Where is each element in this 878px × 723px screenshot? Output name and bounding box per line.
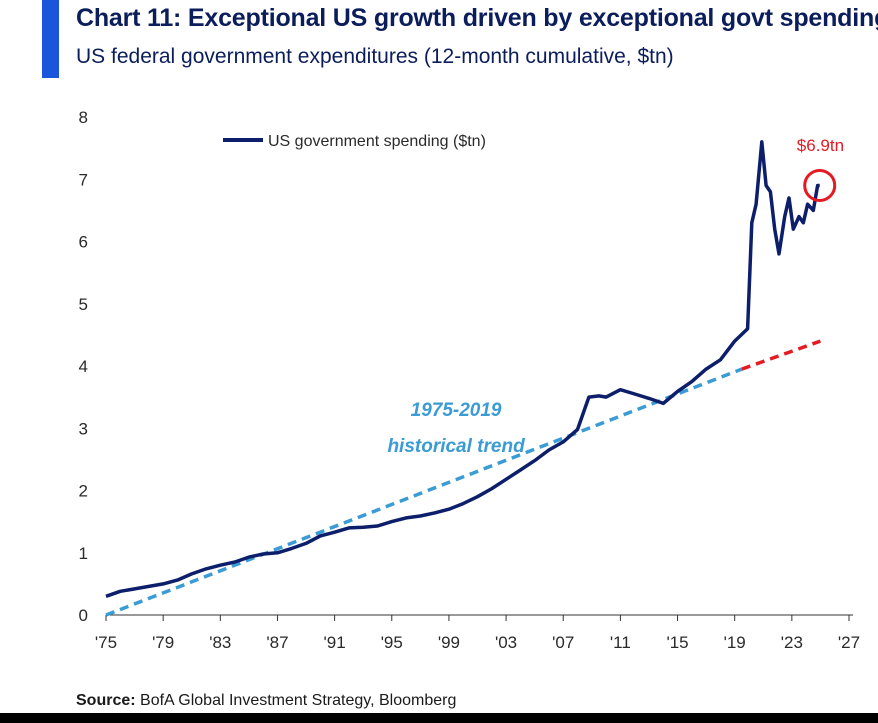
y-tick-label: 4: [79, 357, 88, 376]
y-axis: 0 1 2 3 4 5 6 7 8: [79, 108, 88, 625]
highlight-circle: [803, 168, 837, 202]
accent-bar: [42, 0, 59, 78]
chart-subtitle: US federal government expenditures (12-m…: [76, 45, 674, 68]
y-tick-label: 5: [79, 295, 88, 314]
x-tick-label: '75: [95, 633, 117, 652]
source-note: Source: BofA Global Investment Strategy,…: [76, 692, 456, 710]
x-tick-label: '03: [495, 633, 517, 652]
series-layer: [105, 140, 821, 617]
legend: US government spending ($tn): [223, 133, 486, 150]
y-tick-label: 7: [79, 170, 88, 189]
bottom-band: [0, 713, 878, 723]
x-tick-label: '79: [152, 633, 174, 652]
x-tick-label: '07: [552, 633, 574, 652]
y-tick-label: 6: [79, 233, 88, 252]
x-tick-label: '15: [666, 633, 688, 652]
series-line-spending: [105, 140, 820, 598]
series-line-historical-trend: [105, 367, 743, 617]
x-tick-label: '99: [438, 633, 460, 652]
y-tick-label: 0: [79, 606, 88, 625]
source-label: Source:: [76, 692, 136, 709]
series-line-trend-projection: [741, 339, 821, 371]
trend-annotation-label: historical trend: [387, 436, 525, 457]
y-tick-label: 2: [79, 482, 88, 501]
x-tick-label: '23: [781, 633, 803, 652]
chart-title: Chart 11: Exceptional US growth driven b…: [76, 4, 878, 32]
legend-label: US government spending ($tn): [268, 133, 486, 150]
x-tick-label: '87: [266, 633, 288, 652]
x-tick-label: '27: [838, 633, 860, 652]
x-tick-label: '83: [209, 633, 231, 652]
x-tick-label: '11: [610, 633, 631, 652]
x-tick-label: '95: [381, 633, 403, 652]
x-tick-label: '91: [324, 633, 346, 652]
x-tick-label: '19: [724, 633, 746, 652]
annotation-layer: 1975-2019 historical trend $6.9tn: [387, 136, 844, 457]
source-text: BofA Global Investment Strategy, Bloombe…: [135, 692, 457, 709]
y-tick-label: 8: [79, 108, 88, 127]
x-axis: '75 '79 '83 '87 '91 '95 '99 '03 '07 '11 '15 '19 '23 '…: [95, 614, 860, 652]
chart-svg: 0 1 2 3 4 5 6 7 8 '75 '79 '83 '87 '91 '95 '99 '03 '07 '11…: [79, 108, 861, 652]
y-tick-label: 3: [79, 419, 88, 438]
y-tick-label: 1: [79, 544, 88, 563]
trend-annotation-years: 1975-2019: [411, 400, 502, 421]
callout-label: $6.9tn: [797, 136, 844, 155]
